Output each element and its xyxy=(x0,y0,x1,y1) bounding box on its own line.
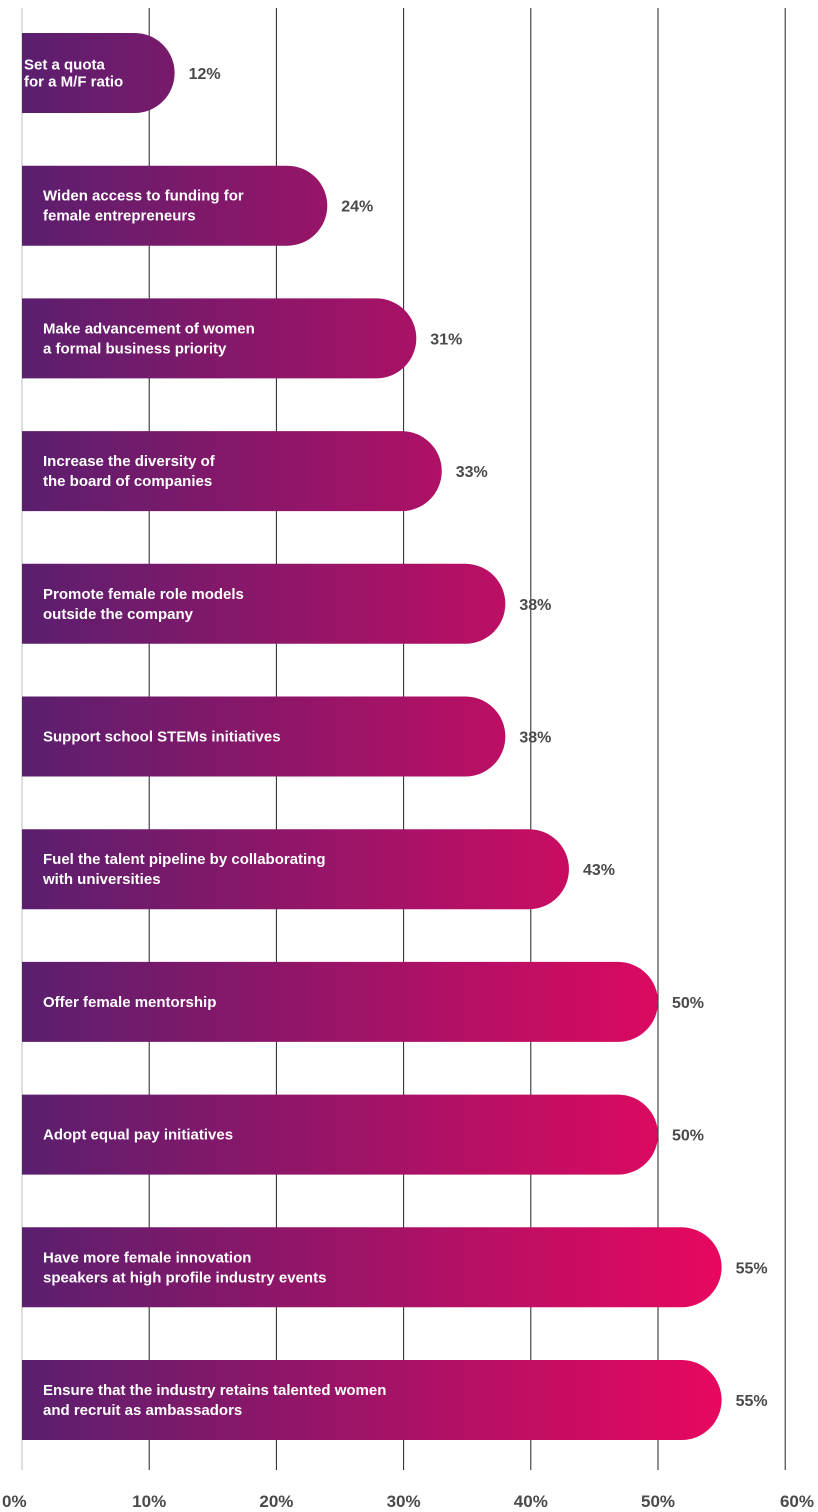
bar-category-label: Set a quota xyxy=(24,57,106,74)
bar-value-label: 55% xyxy=(736,1393,768,1410)
x-tick-label: 60% xyxy=(780,1492,814,1511)
bar-value-label: 50% xyxy=(672,995,704,1012)
bar xyxy=(22,1360,722,1440)
bar-category-label: Increase the diversity of xyxy=(43,453,216,470)
bar-value-label: 12% xyxy=(189,66,221,83)
bar xyxy=(22,696,506,777)
bar xyxy=(22,33,175,113)
bar xyxy=(22,961,658,1042)
bar-category-label: with universities xyxy=(42,871,161,888)
bar xyxy=(22,165,328,246)
bar xyxy=(22,1094,658,1175)
bar xyxy=(22,563,506,644)
bar xyxy=(22,1227,722,1308)
x-tick-label: 40% xyxy=(514,1492,548,1511)
bar-category-label: for a M/F ratio xyxy=(24,74,123,91)
bar-category-label: outside the company xyxy=(43,606,194,623)
bar-value-label: 38% xyxy=(519,730,551,747)
bar-category-label: Make advancement of women xyxy=(43,320,255,337)
bar-value-label: 24% xyxy=(341,199,373,216)
bar-category-label: female entrepreneurs xyxy=(43,208,196,225)
bar-category-label: Support school STEMs initiatives xyxy=(43,729,281,746)
bar xyxy=(22,829,569,910)
x-tick-label: 30% xyxy=(387,1492,421,1511)
x-axis-ticks: 0% 10% 20% 30% 40% 50% 60% xyxy=(2,1492,814,1511)
bar-category-label: the board of companies xyxy=(43,473,212,490)
bar-category-label: speakers at high profile industry events xyxy=(43,1269,326,1286)
bar xyxy=(22,298,417,379)
bar-category-label: Fuel the talent pipeline by collaboratin… xyxy=(43,851,326,868)
bar-category-label: Promote female role models xyxy=(43,586,244,603)
bars xyxy=(22,33,722,1440)
bar-category-label: Offer female mentorship xyxy=(43,994,216,1011)
bar-category-label: a formal business priority xyxy=(43,340,227,357)
bar-category-label: Adopt equal pay initiatives xyxy=(43,1127,233,1144)
bar-value-label: 43% xyxy=(583,862,615,879)
bar xyxy=(22,431,442,512)
bar-value-label: 33% xyxy=(456,464,488,481)
bar-value-label: 55% xyxy=(736,1260,768,1277)
x-tick-label: 20% xyxy=(259,1492,293,1511)
x-tick-label: 0% xyxy=(2,1492,27,1511)
bar-category-label: Widen access to funding for xyxy=(43,188,244,205)
x-tick-label: 50% xyxy=(641,1492,675,1511)
bar-category-label: and recruit as ambassadors xyxy=(43,1402,242,1419)
bar-value-label: 31% xyxy=(430,331,462,348)
bar-value-label: 38% xyxy=(519,597,551,614)
bar-category-label: Have more female innovation xyxy=(43,1249,251,1266)
x-tick-label: 10% xyxy=(132,1492,166,1511)
bar-value-label: 50% xyxy=(672,1128,704,1145)
bar-category-label: Ensure that the industry retains talente… xyxy=(43,1382,386,1399)
